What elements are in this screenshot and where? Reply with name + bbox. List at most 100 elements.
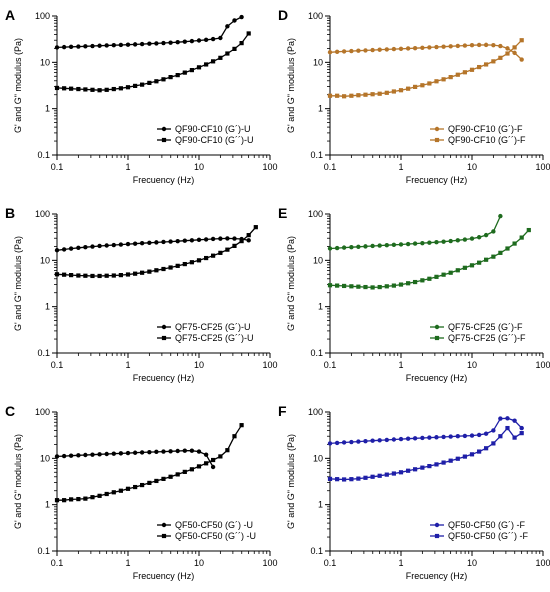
- data-point: [384, 284, 389, 289]
- x-tick-label: 0.1: [51, 162, 64, 172]
- data-point: [334, 440, 340, 446]
- data-point: [175, 238, 180, 244]
- data-point: [104, 451, 109, 457]
- series-line: [329, 427, 523, 481]
- data-point: [391, 283, 396, 288]
- data-point: [232, 434, 237, 439]
- series-line: [330, 39, 523, 97]
- y-axis-label: G' and G" modulus (Pa): [286, 38, 296, 133]
- data-point: [83, 245, 88, 250]
- series-line: [329, 44, 523, 60]
- y-axis-label: G' and G" modulus (Pa): [286, 434, 296, 529]
- data-point: [210, 236, 216, 242]
- legend-entry: QF50-CF50 (G´´) -U: [175, 531, 256, 541]
- data-point: [154, 449, 159, 455]
- data-point: [327, 441, 333, 446]
- data-point: [448, 238, 453, 244]
- data-point: [377, 438, 382, 443]
- legend-entry: QF75-CF25 (G´´)-F: [448, 333, 526, 343]
- data-point: [412, 436, 418, 441]
- data-point: [398, 46, 404, 51]
- data-point: [168, 40, 173, 45]
- data-point: [363, 92, 368, 97]
- data-point: [462, 43, 468, 48]
- data-point: [218, 55, 223, 60]
- data-point: [175, 448, 180, 454]
- series-2: [327, 38, 524, 99]
- data-point: [342, 477, 347, 482]
- data-point: [512, 50, 517, 56]
- data-point: [76, 496, 81, 502]
- data-point: [420, 45, 425, 50]
- data-point: [168, 75, 173, 80]
- data-point: [175, 39, 180, 45]
- data-point: [104, 87, 109, 92]
- data-point: [462, 237, 468, 242]
- data-point: [384, 472, 389, 477]
- x-tick-label: 0.1: [324, 360, 337, 370]
- data-point: [349, 284, 354, 289]
- data-point: [335, 283, 340, 288]
- data-point: [483, 232, 489, 238]
- data-point: [196, 38, 202, 43]
- data-point: [377, 284, 382, 290]
- data-point: [125, 42, 131, 47]
- data-point: [147, 80, 152, 85]
- data-point: [349, 439, 354, 445]
- data-point: [448, 75, 453, 80]
- x-tick-label: 10: [194, 360, 204, 370]
- legend-marker: [434, 335, 440, 341]
- data-point: [90, 244, 95, 249]
- y-axis-label: G' and G" modulus (Pa): [286, 236, 296, 331]
- x-tick-label: 100: [535, 558, 550, 568]
- data-point: [405, 241, 411, 247]
- data-point: [76, 86, 81, 92]
- data-point: [341, 440, 347, 445]
- data-point: [104, 43, 109, 48]
- x-tick-label: 100: [535, 360, 550, 370]
- legend-marker: [161, 533, 167, 539]
- data-point: [427, 435, 432, 440]
- series-2: [327, 227, 531, 290]
- data-point: [477, 64, 482, 70]
- data-point: [90, 452, 95, 457]
- data-point: [398, 88, 404, 93]
- x-tick-label: 100: [262, 162, 277, 172]
- data-point: [210, 464, 216, 470]
- data-point: [239, 14, 244, 20]
- legend-entry: QF90-CF10 (G´)-F: [448, 124, 523, 134]
- y-axis-label: G' and G" modulus (Pa): [13, 236, 23, 331]
- data-point: [327, 50, 333, 55]
- data-point: [377, 91, 382, 96]
- data-point: [498, 434, 503, 439]
- data-point: [139, 241, 145, 246]
- data-point: [483, 431, 489, 436]
- data-point: [239, 41, 244, 46]
- data-point: [218, 35, 223, 41]
- data-point: [427, 463, 432, 469]
- legend-marker: [434, 324, 440, 330]
- data-point: [68, 453, 74, 458]
- data-point: [132, 42, 138, 47]
- data-point: [210, 36, 216, 42]
- data-point: [68, 246, 74, 251]
- data-point: [363, 244, 368, 249]
- data-point: [125, 85, 131, 90]
- x-axis-label: Frecuency (Hz): [133, 571, 195, 581]
- panel-letter: A: [5, 7, 15, 23]
- y-tick-label: 1: [45, 104, 50, 114]
- data-point: [196, 449, 202, 454]
- data-point: [391, 46, 397, 52]
- data-point: [491, 441, 496, 446]
- series-2: [54, 423, 244, 503]
- panel-a: A 0.1 1 10 100 0.1 1 10 100 Frecuency (Hz) G' and …: [5, 7, 278, 185]
- data-point: [363, 438, 368, 444]
- panel-d: D 0.1 1 10 100 0.1 1 10 100 Frecuency (Hz) G' and …: [278, 7, 550, 185]
- data-point: [182, 238, 188, 243]
- data-point: [384, 243, 390, 248]
- data-point: [356, 284, 361, 289]
- data-point: [154, 478, 159, 484]
- data-point: [161, 449, 166, 454]
- data-point: [118, 86, 123, 91]
- data-point: [491, 42, 496, 48]
